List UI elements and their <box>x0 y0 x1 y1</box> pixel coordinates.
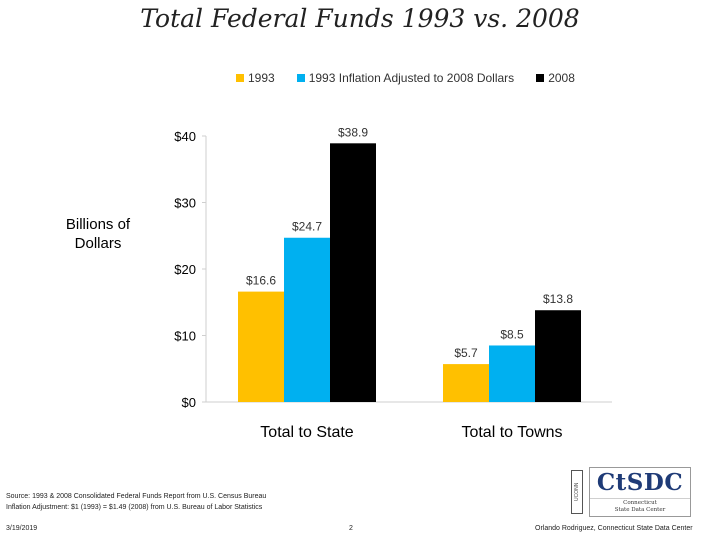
source-line: Source: 1993 & 2008 Consolidated Federal… <box>6 493 267 500</box>
logo-subtitle-line1: Connecticut <box>623 500 657 506</box>
bar <box>284 237 330 402</box>
logo-wordmark: CtSDC <box>596 469 684 496</box>
data-label: $16.6 <box>246 274 276 288</box>
data-label: $24.7 <box>292 220 322 234</box>
y-unit-label: Billions of Dollars <box>65 216 131 252</box>
page-number: 2 <box>349 525 353 532</box>
y-tick-label: $40 <box>174 129 196 144</box>
category-label: Total to State <box>260 424 353 441</box>
ctsdc-logo: UCONN CtSDC Connecticut State Data Cente… <box>571 467 691 517</box>
slide-title: Total Federal Funds 1993 vs. 2008 <box>140 4 580 33</box>
y-tick-label: $10 <box>174 329 196 344</box>
bar <box>535 310 581 402</box>
logo-subtitle-line2: State Data Center <box>614 507 666 513</box>
inflation-line: Inflation Adjustment: $1 (1993) = $1.49 … <box>6 504 263 511</box>
y-tick-label: $0 <box>182 395 196 410</box>
bar <box>443 364 489 402</box>
chart-legend: 1993 1993 Inflation Adjusted to 2008 Dol… <box>236 70 575 86</box>
legend-label-1993: 1993 <box>248 71 275 85</box>
data-label: $13.8 <box>543 292 573 306</box>
author-credit: Orlando Rodriguez, Connecticut State Dat… <box>535 525 693 532</box>
legend-label-2008: 2008 <box>548 71 575 85</box>
legend-item-2008: 2008 <box>536 71 575 85</box>
source-note: Source: 1993 & 2008 Consolidated Federal… <box>6 491 266 513</box>
bar <box>238 291 284 402</box>
legend-label-1993-adjusted: 1993 Inflation Adjusted to 2008 Dollars <box>308 71 515 85</box>
uconn-mark: UCONN <box>571 470 583 514</box>
data-label: $5.7 <box>454 346 478 360</box>
data-label: $38.9 <box>338 125 368 139</box>
legend-item-1993-adjusted: 1993 Inflation Adjusted to 2008 Dollars <box>296 71 515 85</box>
data-label: $8.5 <box>500 327 524 341</box>
logo-box: CtSDC Connecticut State Data Center <box>589 467 691 517</box>
bar <box>489 345 535 402</box>
slide-date: 3/19/2019 <box>6 525 38 532</box>
legend-swatch-2008 <box>536 74 545 82</box>
y-tick-label: $20 <box>174 262 196 277</box>
legend-swatch-1993 <box>236 74 244 82</box>
legend-item-1993: 1993 <box>236 71 275 85</box>
logo-subtitle: Connecticut State Data Center <box>590 498 690 514</box>
category-label: Total to Towns <box>461 424 562 441</box>
y-tick-label: $30 <box>174 196 196 211</box>
legend-swatch-1993-adjusted <box>296 74 305 82</box>
bar <box>330 143 376 402</box>
